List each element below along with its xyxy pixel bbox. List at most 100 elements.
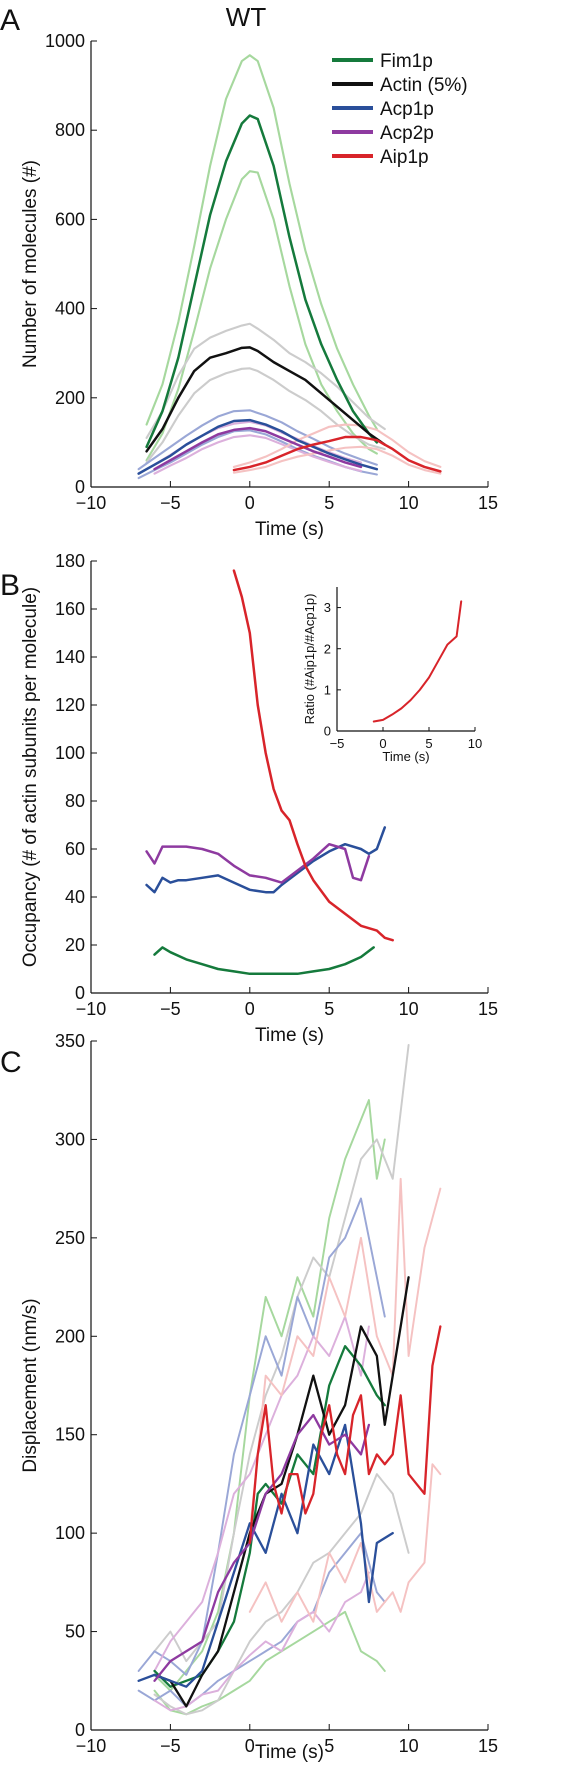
panel-b: B −10 −5 0 5 10 15020406080100120140160180Tim… (0, 551, 498, 1046)
c-y-tick-label: 50 (65, 1622, 85, 1642)
b-inset-y-tick-label: 2 (324, 641, 331, 656)
c-y-axis-label: Displacement (nm/s) (20, 1298, 41, 1472)
b-y-tick-label: 160 (55, 599, 85, 619)
c-series-aip1p-bound-line (248, 1177, 442, 1535)
a-series-aip1p-lower-bound-line (232, 445, 442, 475)
c-series-aip1p-line (248, 1325, 442, 1545)
b-inset-y-axis-label: Ratio (#Aip1p/#Acp1p) (302, 594, 317, 725)
a-legend-label-fim1p: Fim1p (380, 51, 433, 72)
a-series-fim1p-lower-bound-line (145, 170, 378, 462)
c-series-fim1p-bound-line (153, 1099, 386, 1692)
a-x-axis-label: Time (s) (255, 519, 324, 540)
c-x-tick-label: 0 (245, 1736, 255, 1756)
b-series-acp1p-line (145, 826, 387, 894)
b-x-tick-label: 10 (399, 999, 419, 1019)
a-legend-label-acp2p: Acp2p (380, 123, 434, 144)
c-y-tick-label: 350 (55, 1031, 85, 1051)
a-y-tick-label: 0 (75, 477, 85, 497)
b-x-tick-label: 0 (245, 999, 255, 1019)
b-y-tick-label: 20 (65, 935, 85, 955)
a-legend-label-aip1p: Aip1p (380, 147, 429, 168)
panel-a-letter: A (0, 4, 20, 37)
c-x-tick-label: 10 (399, 1736, 419, 1756)
a-legend-label-acp1p: Acp1p (380, 99, 434, 120)
b-inset-x-tick-label: −5 (330, 736, 345, 751)
b-series-acp2p-line (145, 842, 371, 884)
c-series-acp2p-bound-line (153, 1571, 370, 1712)
a-x-tick-label: 5 (324, 493, 334, 513)
b-y-tick-label: 40 (65, 887, 85, 907)
b-series-fim1p-line (153, 946, 375, 976)
a-y-tick-label: 800 (55, 120, 85, 140)
b-y-axis-label: Occupancy (# of actin subunits per molec… (20, 587, 41, 967)
b-y-tick-label: 0 (75, 983, 85, 1003)
b-y-tick-label: 140 (55, 647, 85, 667)
b-inset-series-aip1p-acp1p-line (372, 600, 463, 723)
b-inset-y-tick-label: 3 (324, 600, 331, 615)
a-y-tick-label: 400 (55, 299, 85, 319)
b-y-tick-label: 100 (55, 743, 85, 763)
b-inset-x-axis-label: Time (s) (382, 749, 429, 764)
a-series-acp2p-lower-bound-line (153, 434, 363, 475)
c-x-tick-label: −5 (160, 1736, 181, 1756)
c-y-tick-label: 200 (55, 1326, 85, 1346)
a-y-axis-label: Number of molecules (#) (20, 160, 41, 368)
b-x-tick-label: −10 (76, 999, 107, 1019)
c-series-acp1p-line (137, 1423, 394, 1688)
b-inset-y-tick-label: 0 (324, 724, 331, 739)
b-series-aip1p-line (232, 569, 394, 942)
c-y-tick-label: 100 (55, 1523, 85, 1543)
panel-b-letter: B (0, 569, 20, 602)
b-x-tick-label: 5 (324, 999, 334, 1019)
a-series-fim1p-line (145, 114, 379, 449)
plot-a: −10 −5 0 5 10 15 0 200 400 600 800 1000 Time (s) Numb… (20, 31, 498, 540)
a-series-fim1p-upper-bound-line (145, 54, 378, 431)
c-x-tick-label: −10 (76, 1736, 107, 1756)
a-x-tick-label: 10 (399, 493, 419, 513)
a-series-actin-5-line (145, 346, 387, 453)
panel-a-title: WT (226, 2, 267, 32)
c-y-tick-label: 0 (75, 1720, 85, 1740)
a-series-aip1p-upper-bound-line (232, 423, 442, 468)
b-x-tick-label: 15 (478, 999, 498, 1019)
a-x-tick-label: −10 (76, 493, 107, 513)
c-series-fim1p-bound-line (153, 1610, 386, 1716)
c-series-acp1p-bound-line (137, 1532, 386, 1708)
a-y-tick-label: 200 (55, 388, 85, 408)
a-legend-label-actin-5: Actin (5%) (380, 75, 468, 96)
a-legend: Fim1p Actin (5%) Acp1p Acp2p Aip1p (332, 51, 468, 168)
c-x-tick-label: 15 (478, 1736, 498, 1756)
b-inset-y-tick-label: 1 (324, 682, 331, 697)
c-series-actin-5-line (153, 1276, 410, 1708)
a-series-acp1p-upper-bound-line (137, 409, 378, 471)
a-y-tick-label: 600 (55, 209, 85, 229)
panel-c-letter: C (0, 1046, 22, 1079)
b-y-tick-label: 80 (65, 791, 85, 811)
b-x-axis-label: Time (s) (255, 1025, 324, 1046)
plot-b: −10 −5 0 5 10 15020406080100120140160180Time … (20, 551, 498, 1046)
c-series-acp2p-line (153, 1413, 371, 1682)
c-series-actin-5-bound-line (153, 1473, 410, 1716)
c-series-acp2p-bound-line (153, 1315, 370, 1672)
a-x-tick-label: −5 (160, 493, 181, 513)
c-series-fim1p-line (153, 1344, 386, 1688)
c-y-tick-label: 150 (55, 1425, 85, 1445)
b-y-tick-label: 60 (65, 839, 85, 859)
c-x-axis-label: Time (s) (255, 1742, 324, 1763)
b-y-tick-label: 120 (55, 695, 85, 715)
c-x-tick-label: 5 (324, 1736, 334, 1756)
a-x-tick-label: 15 (478, 493, 498, 513)
a-y-tick-label: 1000 (45, 31, 85, 51)
b-inset-x-tick-label: 10 (468, 736, 482, 751)
panel-a: A WT −10 −5 0 5 10 15 0 200 400 600 800 1000 Time (s… (0, 2, 498, 540)
c-y-tick-label: 250 (55, 1228, 85, 1248)
c-series-acp1p-bound-line (137, 1197, 386, 1676)
c-series-aip1p-bound-line (248, 1463, 442, 1623)
a-series-acp1p-line (137, 418, 379, 475)
b-y-tick-label: 180 (55, 551, 85, 571)
c-series-actin-5-bound-line (153, 1043, 410, 1663)
